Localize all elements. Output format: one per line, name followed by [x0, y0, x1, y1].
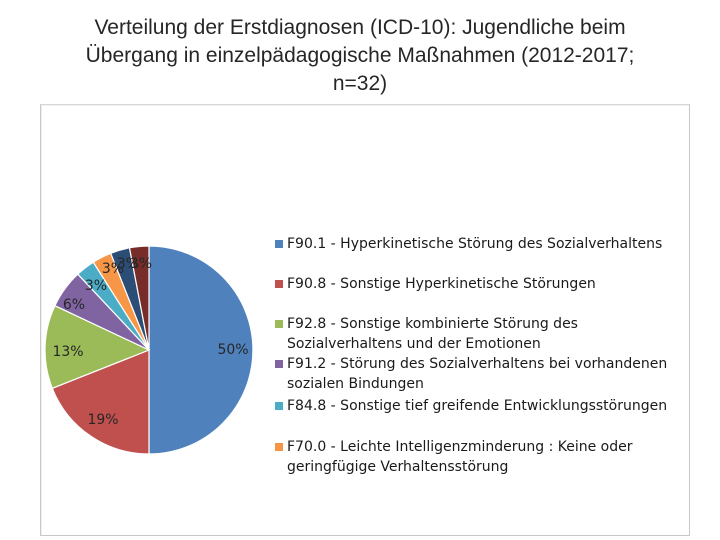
legend-label-f84-8: F84.8 - Sonstige tief greifende Entwickl…	[287, 398, 668, 414]
legend-swatch-f92-8	[275, 320, 283, 328]
pie-data-label-4: 3%	[85, 278, 107, 294]
legend-label-f92-8: F92.8 - Sonstige kombinierte Störung des…	[287, 316, 578, 352]
legend-swatch-f90-8	[275, 280, 283, 288]
pie-data-label-0: 50%	[217, 342, 248, 358]
slide-title: Verteilung der Erstdiagnosen (ICD-10): J…	[40, 14, 680, 98]
legend-item-f90-8: F90.8 - Sonstige Hyperkinetische Störung…	[275, 274, 690, 294]
legend-swatch-f91-2	[275, 360, 283, 368]
pie-data-label-5: 3%	[102, 261, 124, 277]
pie-data-label-6: 3%	[117, 256, 139, 272]
legend-label-f90-8: F90.8 - Sonstige Hyperkinetische Störung…	[287, 276, 596, 292]
pie-slice-1	[51, 349, 150, 455]
legend-item-f91-2: F91.2 - Störung des Sozialverhaltens bei…	[275, 354, 690, 394]
legend-item-f70-0: F70.0 - Leichte Intelligenzminderung : K…	[275, 437, 690, 477]
legend-label-f90-1: F90.1 - Hyperkinetische Störung des Sozi…	[287, 236, 663, 252]
pie-data-label-7: 3%	[130, 256, 152, 272]
slide-title-line-1: Verteilung der Erstdiagnosen (ICD-10): J…	[94, 16, 626, 39]
legend-item-f92-8: F92.8 - Sonstige kombinierte Störung des…	[275, 314, 690, 354]
legend-label-f91-2: F91.2 - Störung des Sozialverhaltens bei…	[287, 356, 668, 392]
chart-frame	[40, 104, 690, 536]
legend-swatch-f70-0	[275, 443, 283, 451]
legend-label-f70-0: F70.0 - Leichte Intelligenzminderung : K…	[287, 439, 633, 475]
slide-title-line-3: n=32)	[332, 72, 388, 95]
pie-data-label-3: 6%	[63, 297, 85, 313]
legend-swatch-f90-1	[275, 240, 283, 248]
pie-data-label-1: 19%	[87, 412, 118, 428]
pie-data-label-2: 13%	[52, 344, 83, 360]
legend-swatch-f84-8	[275, 402, 283, 410]
pie-slice-0	[148, 245, 254, 455]
legend-item-f84-8: F84.8 - Sonstige tief greifende Entwickl…	[275, 396, 690, 416]
legend-item-f90-1: F90.1 - Hyperkinetische Störung des Sozi…	[275, 234, 690, 254]
pie-slice-2	[44, 304, 151, 390]
pie-slice-7	[128, 245, 150, 351]
slide-title-line-2: Übergang in einzelpädagogische Maßnahmen…	[85, 44, 635, 67]
